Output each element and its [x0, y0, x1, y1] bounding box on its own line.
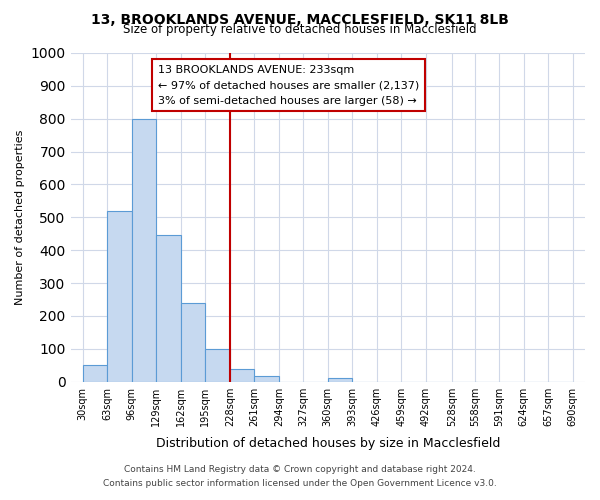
Bar: [328, 378, 352, 382]
Bar: [205, 349, 230, 382]
Bar: [107, 211, 132, 382]
X-axis label: Distribution of detached houses by size in Macclesfield: Distribution of detached houses by size …: [155, 437, 500, 450]
Text: Contains HM Land Registry data © Crown copyright and database right 2024.
Contai: Contains HM Land Registry data © Crown c…: [103, 466, 497, 487]
Bar: [83, 364, 107, 382]
Text: 13 BROOKLANDS AVENUE: 233sqm
← 97% of detached houses are smaller (2,137)
3% of : 13 BROOKLANDS AVENUE: 233sqm ← 97% of de…: [158, 64, 419, 106]
Bar: [156, 236, 181, 382]
Bar: [181, 303, 205, 382]
Bar: [254, 376, 279, 382]
Text: 13, BROOKLANDS AVENUE, MACCLESFIELD, SK11 8LB: 13, BROOKLANDS AVENUE, MACCLESFIELD, SK1…: [91, 12, 509, 26]
Bar: [230, 368, 254, 382]
Bar: [132, 118, 156, 382]
Text: Size of property relative to detached houses in Macclesfield: Size of property relative to detached ho…: [123, 22, 477, 36]
Y-axis label: Number of detached properties: Number of detached properties: [15, 130, 25, 305]
